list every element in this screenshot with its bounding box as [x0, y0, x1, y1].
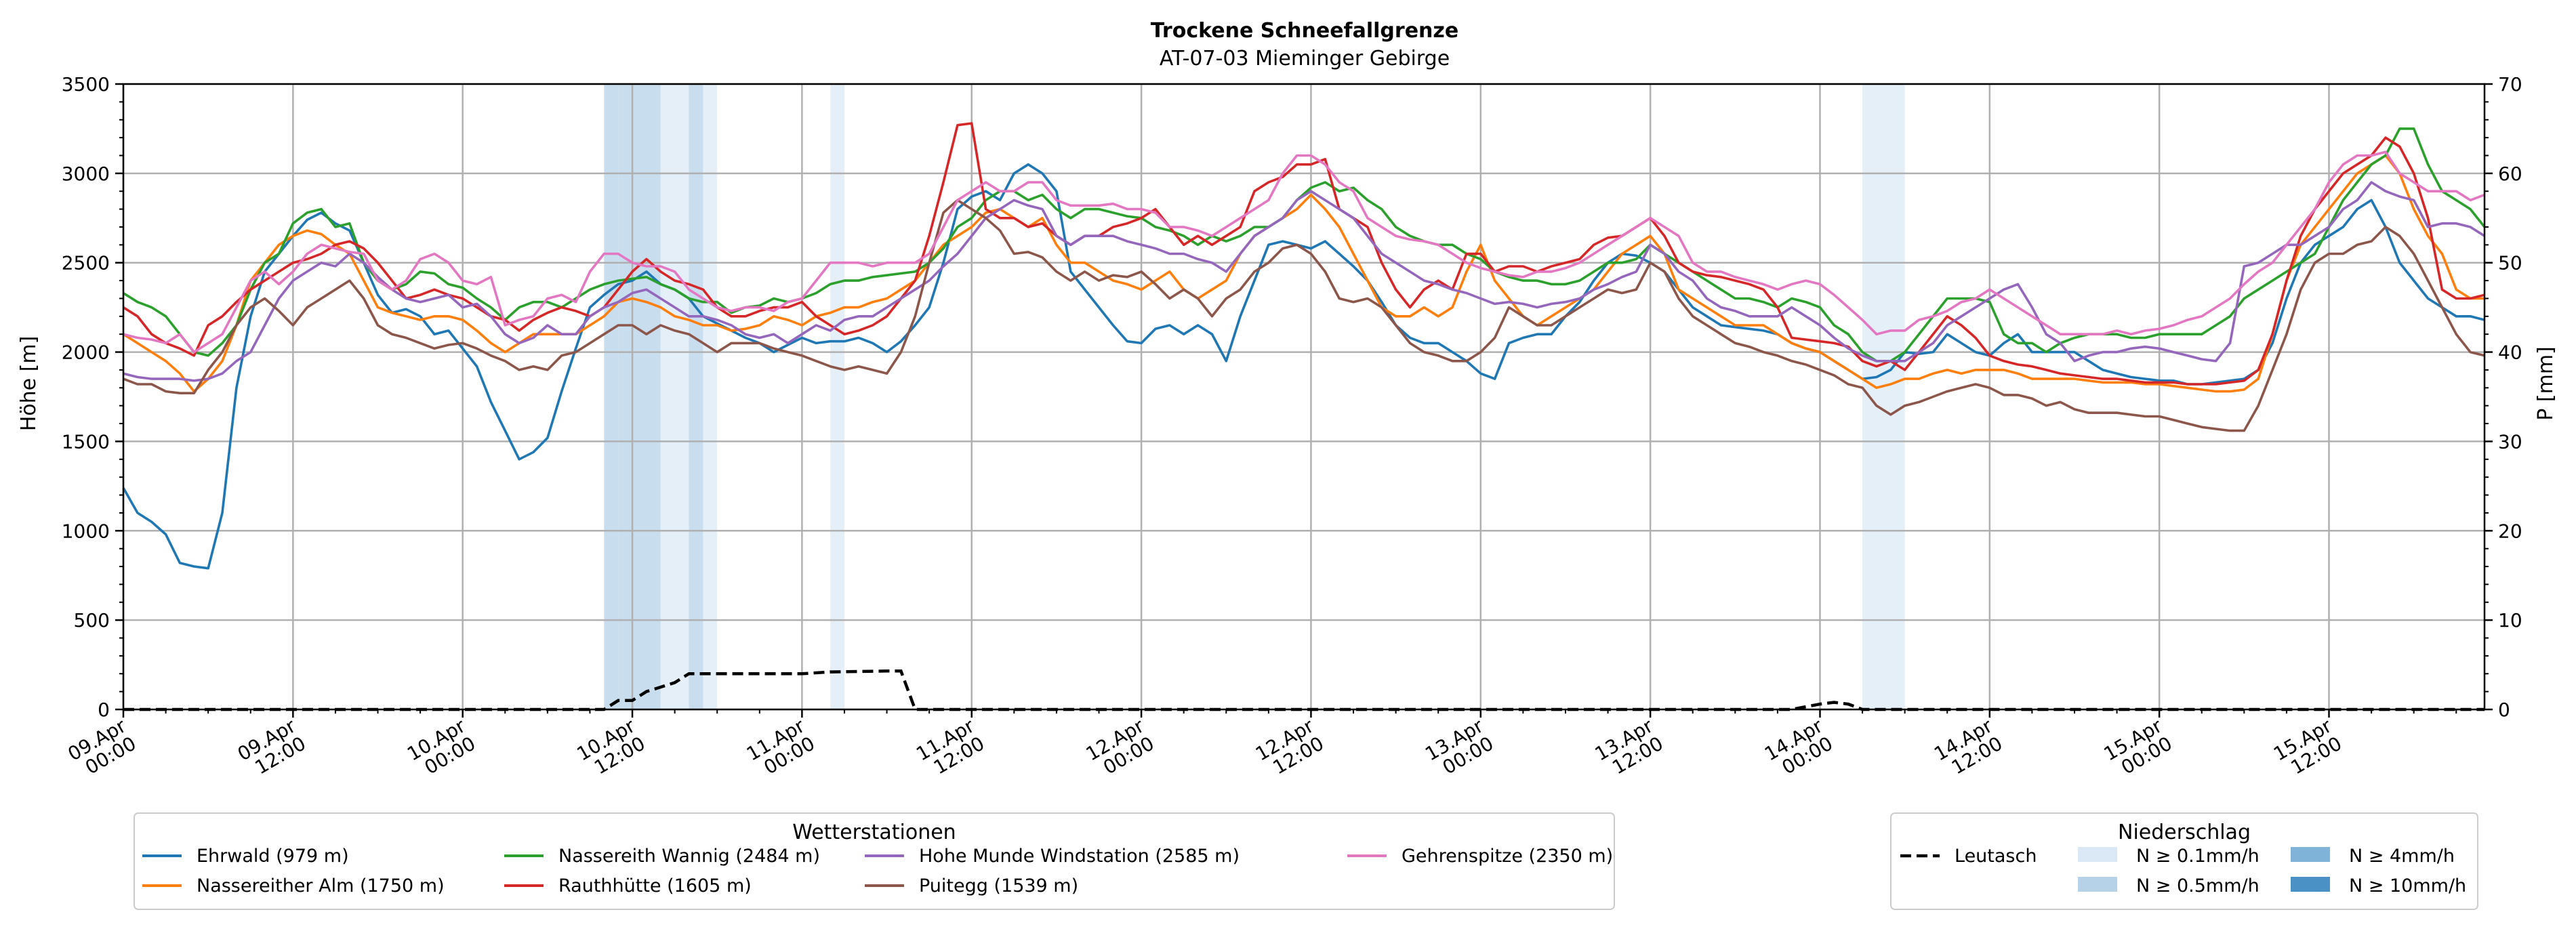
y2-tick-label: 40 — [2498, 342, 2522, 364]
y2-tick-label: 10 — [2498, 609, 2522, 632]
legend-label-6: Gehrenspitze (2350 m) — [1402, 846, 1613, 867]
y-tick-label: 1000 — [62, 520, 110, 542]
y2-tick-label: 30 — [2498, 430, 2522, 453]
precip-band — [830, 84, 844, 709]
y-tick-label: 2500 — [62, 252, 110, 274]
series-line-6 — [123, 150, 2485, 354]
y2-tick-label: 0 — [2498, 699, 2510, 721]
legend-label-3: Rauthhütte (1605 m) — [558, 875, 752, 896]
grid-lines — [122, 83, 2485, 711]
y2-tick-label: 60 — [2498, 163, 2522, 185]
y-tick-label: 0 — [98, 699, 110, 721]
station-legend-title: Wetterstationen — [792, 821, 956, 844]
legend-label-0: Ehrwald (979 m) — [197, 846, 349, 867]
plot-frame — [122, 83, 2486, 711]
legend-level-swatch-1 — [2078, 877, 2117, 892]
y-axis-label: Höhe [m] — [17, 336, 41, 432]
legend-label-4: Hohe Munde Windstation (2585 m) — [919, 846, 1240, 867]
legend-label-1: Nassereither Alm (1750 m) — [197, 875, 445, 896]
precip-band — [660, 84, 689, 709]
chart-subtitle: AT-07-03 Mieminger Gebirge — [1160, 47, 1450, 70]
y-tick-label: 2000 — [62, 342, 110, 364]
series-line-4 — [123, 181, 2485, 382]
series-line-0 — [122, 163, 2485, 570]
y-tick-label: 3500 — [62, 73, 110, 96]
axes: 0 500 1000 1500 2000 2500 3000 3500 0 10 20 30 40 50 6… — [62, 73, 2522, 779]
legend-level-label-0: N ≥ 0.1mm/h — [2136, 846, 2260, 867]
legend-level-swatch-3 — [2291, 877, 2330, 892]
legend-label-2: Nassereith Wannig (2484 m) — [558, 846, 820, 867]
series-line-1 — [123, 154, 2485, 393]
series-line-3 — [123, 122, 2485, 386]
precip-band — [618, 84, 633, 709]
y2-tick-label: 70 — [2498, 73, 2522, 96]
series-lines — [122, 122, 2486, 711]
precip-band — [703, 84, 718, 709]
precip-band — [689, 84, 703, 709]
legend-level-swatch-0 — [2078, 847, 2117, 862]
precipitation-legend: Niederschlag Leutasch N ≥ 0.1mm/h N ≥ 0.5m… — [1890, 812, 2478, 910]
y-tick-label: 1500 — [62, 430, 110, 453]
legend-label-leutasch: Leutasch — [1955, 846, 2037, 867]
y-tick-label: 500 — [74, 609, 110, 632]
legend-level-label-3: N ≥ 10mm/h — [2349, 875, 2466, 896]
y-tick-label: 3000 — [62, 163, 110, 185]
precip-legend-title: Niederschlag — [2118, 821, 2251, 844]
precip-legend-frame — [1890, 812, 2478, 910]
precip-band — [604, 84, 619, 709]
legend-level-label-1: N ≥ 0.5mm/h — [2136, 875, 2260, 896]
y2-tick-label: 50 — [2498, 252, 2522, 274]
y2-tick-label: 20 — [2498, 520, 2522, 542]
legend-level-label-2: N ≥ 4mm/h — [2349, 846, 2455, 867]
legend-label-5: Puitegg (1539 m) — [919, 875, 1078, 896]
precip-line-leutasch — [123, 669, 2485, 711]
precip-band — [632, 84, 661, 709]
series-line-5 — [123, 199, 2485, 432]
precipitation-bands — [604, 84, 1905, 709]
chart-title: Trockene Schneefallgrenze — [1151, 19, 1458, 43]
station-legend: Wetterstationen Ehrwald (979 m) Nassereit… — [134, 812, 1615, 910]
legend-level-swatch-2 — [2291, 847, 2330, 862]
y2-axis-label: P [mm] — [2534, 346, 2558, 420]
